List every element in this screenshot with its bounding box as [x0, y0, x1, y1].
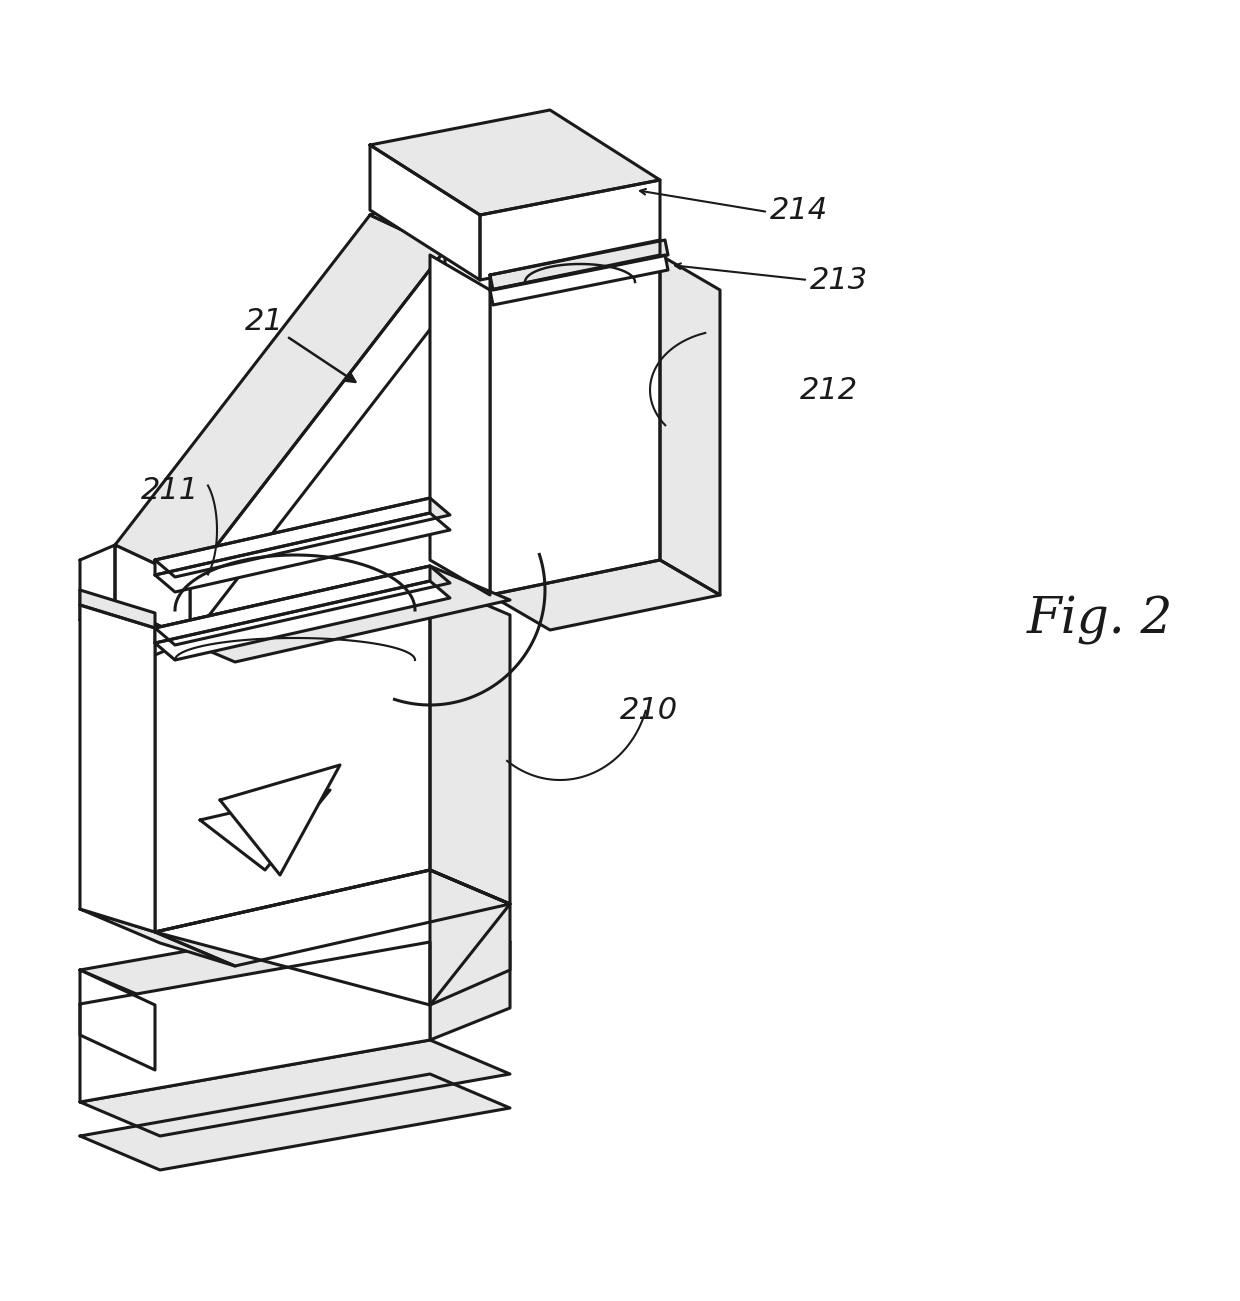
Polygon shape [155, 582, 430, 932]
Polygon shape [490, 255, 668, 304]
Polygon shape [155, 870, 510, 967]
Polygon shape [490, 559, 720, 630]
Polygon shape [660, 255, 720, 595]
Polygon shape [219, 765, 340, 876]
Polygon shape [81, 971, 155, 1069]
Polygon shape [200, 790, 330, 870]
Polygon shape [155, 566, 450, 645]
Polygon shape [155, 513, 450, 592]
Polygon shape [115, 545, 190, 640]
Polygon shape [430, 908, 510, 1039]
Polygon shape [155, 582, 450, 660]
Polygon shape [430, 870, 510, 1004]
Polygon shape [155, 498, 450, 578]
Text: 211: 211 [141, 475, 200, 505]
Polygon shape [490, 255, 660, 595]
Polygon shape [490, 239, 660, 290]
Polygon shape [370, 200, 485, 250]
Text: 214: 214 [770, 195, 828, 225]
Polygon shape [480, 180, 660, 280]
Polygon shape [155, 566, 510, 662]
Text: 213: 213 [810, 265, 868, 294]
Text: 21: 21 [246, 307, 356, 382]
Polygon shape [81, 545, 115, 621]
Polygon shape [155, 498, 430, 575]
Polygon shape [81, 1075, 510, 1170]
Polygon shape [81, 908, 510, 1004]
Polygon shape [81, 1039, 510, 1136]
Polygon shape [81, 605, 190, 654]
Text: Fig. 2: Fig. 2 [1027, 596, 1173, 645]
Polygon shape [430, 582, 510, 904]
Polygon shape [81, 942, 430, 1102]
Polygon shape [155, 870, 510, 1004]
Polygon shape [115, 215, 445, 580]
Polygon shape [81, 589, 155, 628]
Polygon shape [81, 605, 155, 932]
Polygon shape [155, 566, 430, 643]
Polygon shape [370, 111, 660, 215]
Polygon shape [81, 909, 236, 967]
Polygon shape [430, 255, 490, 595]
Text: 210: 210 [620, 696, 678, 725]
Text: 212: 212 [800, 376, 858, 405]
Polygon shape [370, 144, 480, 280]
Polygon shape [490, 239, 668, 290]
Polygon shape [190, 250, 445, 640]
